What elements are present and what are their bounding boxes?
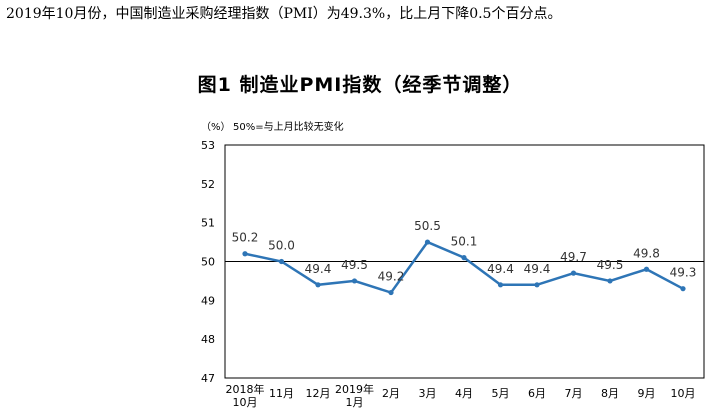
x-tick-label: 6月 <box>528 387 546 400</box>
data-label: 50.2 <box>232 231 259 245</box>
data-point <box>351 278 358 284</box>
y-tick-label: 52 <box>201 178 215 191</box>
data-label: 50.0 <box>268 239 295 253</box>
y-tick-label: 51 <box>201 217 215 230</box>
data-point <box>497 282 504 288</box>
x-tick-label: 9月 <box>638 387 656 400</box>
data-point <box>388 289 394 296</box>
y-tick-label: 48 <box>201 333 215 346</box>
x-tick-label: 10月 <box>671 387 696 400</box>
data-label: 49.7 <box>560 250 587 264</box>
x-tick-label: 2月 <box>382 387 400 400</box>
reference-note: 50%=与上月比较无变化 <box>233 120 344 133</box>
y-axis-unit: （%） <box>201 121 231 133</box>
data-point <box>534 282 540 288</box>
x-tick-label: 7月 <box>565 387 583 400</box>
data-label: 49.2 <box>378 270 405 284</box>
data-label: 49.5 <box>341 258 368 272</box>
data-point <box>424 239 431 245</box>
data-point <box>607 278 613 284</box>
data-point <box>315 282 321 288</box>
data-label: 49.3 <box>670 266 697 280</box>
data-point <box>461 255 467 261</box>
x-tick-label: 11月 <box>269 387 294 400</box>
data-point <box>278 258 285 265</box>
x-tick-label: 3月 <box>419 387 437 400</box>
y-tick-label: 47 <box>201 372 215 385</box>
x-tick-label: 2018年 <box>226 382 265 396</box>
data-label: 49.4 <box>524 262 551 276</box>
data-point <box>643 266 650 272</box>
x-tick-label: 1月 <box>346 396 364 409</box>
x-tick-label: 10月 <box>233 396 258 409</box>
x-tick-label: 4月 <box>455 387 473 400</box>
data-point <box>242 251 248 257</box>
data-label: 49.8 <box>633 246 660 260</box>
chart-title: 图1 制造业PMI指数（经季节调整） <box>197 74 523 96</box>
x-tick-label: 8月 <box>601 387 619 400</box>
data-label: 49.4 <box>487 262 514 276</box>
y-tick-label: 49 <box>201 294 215 307</box>
y-tick-label: 50 <box>201 256 215 269</box>
y-tick-label: 53 <box>201 139 215 152</box>
data-label: 50.1 <box>451 235 478 249</box>
x-tick-label: 5月 <box>492 387 510 400</box>
x-tick-label: 12月 <box>306 387 331 400</box>
x-tick-label: 2019年 <box>335 382 374 396</box>
data-label: 49.5 <box>597 258 624 272</box>
intro-text: 2019年10月份，中国制造业采购经理指数（PMI）为49.3%，比上月下降0.… <box>6 6 562 22</box>
data-label: 50.5 <box>414 219 441 233</box>
data-label: 49.4 <box>305 262 332 276</box>
data-point <box>680 286 686 292</box>
data-point <box>570 270 577 276</box>
